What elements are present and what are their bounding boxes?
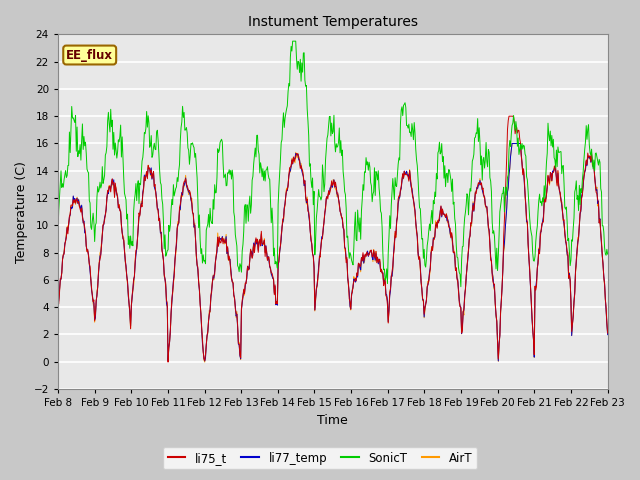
- AirT: [401, 168, 408, 174]
- li75_t: [64, 231, 72, 237]
- SonicT: [64, 163, 72, 168]
- li77_temp: [64, 228, 72, 233]
- Text: EE_flux: EE_flux: [66, 48, 113, 61]
- li77_temp: [54, 302, 62, 308]
- SonicT: [604, 251, 611, 257]
- SonicT: [417, 206, 424, 212]
- li77_temp: [417, 263, 424, 269]
- SonicT: [54, 231, 62, 237]
- SonicT: [205, 224, 213, 230]
- li75_t: [54, 302, 62, 308]
- li75_t: [401, 168, 408, 174]
- Legend: li75_t, li77_temp, SonicT, AirT: li75_t, li77_temp, SonicT, AirT: [163, 447, 477, 469]
- li77_temp: [177, 207, 184, 213]
- AirT: [508, 141, 516, 146]
- AirT: [417, 266, 424, 272]
- li77_temp: [401, 168, 408, 174]
- li77_temp: [201, 358, 209, 364]
- AirT: [604, 331, 611, 336]
- Line: AirT: AirT: [58, 144, 607, 362]
- SonicT: [120, 190, 128, 196]
- li75_t: [604, 330, 611, 336]
- AirT: [177, 207, 184, 213]
- li75_t: [206, 307, 214, 313]
- Line: li75_t: li75_t: [58, 116, 607, 362]
- li75_t: [177, 196, 185, 202]
- SonicT: [457, 284, 465, 289]
- Title: Instument Temperatures: Instument Temperatures: [248, 15, 418, 29]
- li77_temp: [508, 141, 516, 146]
- Line: li77_temp: li77_temp: [58, 144, 607, 361]
- li77_temp: [604, 332, 611, 337]
- li77_temp: [120, 247, 128, 253]
- AirT: [206, 309, 214, 315]
- SonicT: [289, 38, 296, 44]
- Y-axis label: Temperature (C): Temperature (C): [15, 161, 28, 263]
- X-axis label: Time: Time: [317, 414, 348, 427]
- li75_t: [164, 359, 172, 365]
- SonicT: [401, 101, 408, 107]
- AirT: [120, 245, 128, 251]
- li77_temp: [206, 307, 214, 313]
- li75_t: [417, 266, 424, 272]
- li75_t: [120, 248, 128, 254]
- AirT: [201, 359, 209, 365]
- Line: SonicT: SonicT: [58, 41, 607, 287]
- SonicT: [177, 138, 184, 144]
- AirT: [54, 301, 62, 307]
- AirT: [64, 223, 72, 229]
- li75_t: [505, 113, 513, 119]
